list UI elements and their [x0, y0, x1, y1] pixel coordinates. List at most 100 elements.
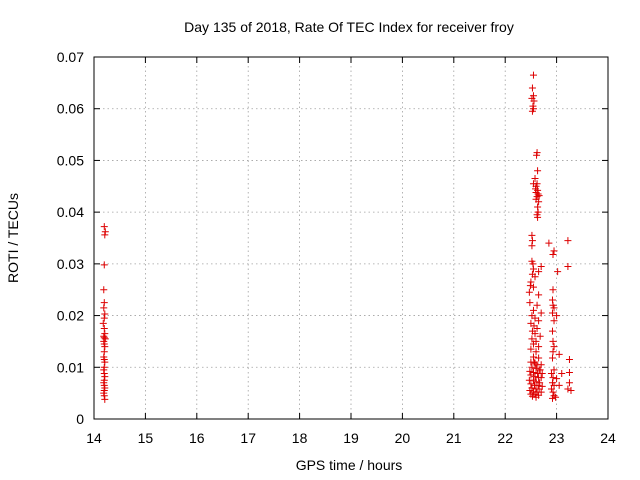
data-point [534, 381, 542, 389]
y-tick-label: 0.07 [57, 49, 84, 65]
data-point [535, 291, 543, 299]
data-point [529, 71, 537, 79]
data-point [535, 268, 543, 276]
data-point [567, 387, 575, 395]
x-tick-label: 17 [240, 430, 256, 446]
data-point [565, 368, 573, 376]
data-point [530, 358, 538, 366]
data-point [545, 239, 553, 247]
x-tick-label: 20 [395, 430, 411, 446]
data-point [549, 251, 557, 259]
data-point [101, 395, 109, 403]
data-point [530, 97, 538, 105]
x-tick-label: 16 [189, 430, 205, 446]
data-point [549, 374, 557, 382]
data-point [532, 364, 540, 372]
x-tick-label: 23 [549, 430, 565, 446]
data-point [532, 393, 540, 401]
data-point [537, 309, 545, 317]
data-point [552, 393, 560, 401]
data-point [528, 392, 536, 400]
data-point [548, 394, 556, 402]
data-point [531, 175, 539, 183]
data-point [101, 358, 109, 366]
data-point [101, 310, 109, 318]
x-tick-label: 14 [86, 430, 102, 446]
y-tick-label: 0.03 [57, 256, 84, 272]
data-point [535, 343, 543, 351]
data-point [534, 167, 542, 175]
data-point [99, 319, 107, 327]
data-point [531, 373, 539, 381]
data-point [533, 151, 541, 159]
data-point [527, 380, 535, 388]
data-point [537, 361, 545, 369]
data-point [101, 231, 109, 239]
data-point [528, 242, 536, 250]
data-point [549, 337, 557, 345]
data-point [564, 262, 572, 270]
x-tick-label: 21 [446, 430, 462, 446]
y-tick-label: 0.04 [57, 204, 84, 220]
data-point [535, 198, 543, 206]
y-axis-label: ROTI / TECUs [5, 193, 21, 283]
data-point [531, 314, 539, 322]
data-point [100, 286, 108, 294]
data-point [528, 363, 536, 371]
data-points [99, 71, 575, 403]
data-point [533, 325, 541, 332]
data-point [100, 369, 108, 377]
data-point [550, 304, 558, 312]
data-point [534, 203, 542, 211]
y-tick-label: 0 [76, 411, 84, 427]
data-point [528, 237, 536, 245]
x-tick-label: 18 [292, 430, 308, 446]
y-tick-label: 0.01 [57, 359, 84, 375]
data-point [100, 223, 108, 231]
data-point [548, 309, 556, 317]
data-point [550, 317, 558, 325]
data-point [565, 356, 573, 364]
x-tick-label: 22 [497, 430, 513, 446]
data-point [537, 374, 545, 382]
data-point [547, 385, 555, 393]
data-point [553, 375, 561, 383]
data-point [529, 265, 537, 273]
data-point [564, 385, 572, 393]
data-point [100, 325, 108, 332]
data-point [531, 330, 539, 338]
data-point [558, 369, 566, 377]
data-point [529, 260, 537, 268]
data-point [529, 340, 537, 348]
y-tick-label: 0.06 [57, 101, 84, 117]
data-point [527, 278, 535, 286]
data-point [526, 387, 534, 395]
data-point [525, 288, 533, 296]
data-point [548, 296, 556, 304]
data-point [100, 304, 108, 312]
data-point [555, 381, 563, 389]
data-point [535, 354, 543, 362]
data-point [554, 268, 562, 276]
data-point [531, 273, 539, 281]
data-point [529, 306, 537, 314]
data-point [533, 301, 541, 309]
data-point [550, 366, 558, 374]
x-tick-label: 24 [600, 430, 616, 446]
data-point [526, 299, 534, 307]
axis-ticks [93, 56, 609, 420]
data-point [527, 345, 535, 353]
data-point [101, 228, 109, 236]
data-point [100, 314, 108, 322]
data-point [536, 366, 544, 374]
y-tick-label: 0.05 [57, 152, 84, 168]
data-point [532, 348, 540, 356]
data-point [100, 334, 108, 342]
data-point [100, 392, 108, 400]
data-point [564, 237, 572, 245]
x-axis-label: GPS time / hours [296, 457, 403, 473]
data-point [526, 282, 534, 290]
data-point [536, 332, 544, 340]
data-point [526, 367, 534, 375]
